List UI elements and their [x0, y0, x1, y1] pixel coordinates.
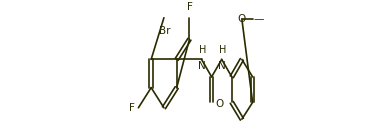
Text: F: F [129, 103, 135, 113]
Text: H: H [219, 45, 226, 55]
Text: F: F [187, 2, 192, 12]
Text: —: — [254, 14, 264, 24]
Text: N: N [198, 61, 205, 71]
Text: Br: Br [159, 26, 170, 36]
Text: O: O [215, 99, 223, 109]
Text: H: H [199, 45, 206, 55]
Text: N: N [218, 61, 226, 71]
Text: O: O [237, 14, 245, 24]
